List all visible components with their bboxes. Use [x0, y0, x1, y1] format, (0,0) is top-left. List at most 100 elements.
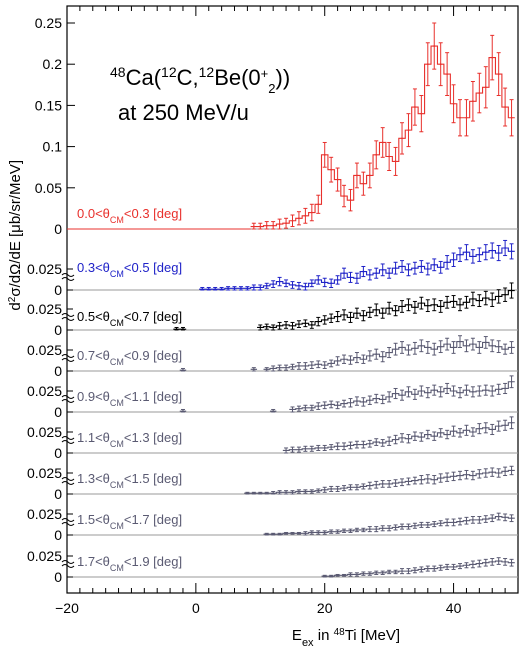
data-point [439, 431, 442, 434]
data-point [272, 533, 275, 536]
data-point [394, 267, 397, 270]
data-point [452, 258, 455, 261]
data-point [349, 199, 352, 202]
data-point [401, 436, 403, 439]
data-point [259, 492, 262, 495]
panel-2: 0 0.025 0.3<θCM<0.5 [deg] [27, 239, 518, 298]
data-point [491, 56, 494, 59]
data-point [330, 168, 333, 171]
panel-7: 0 0.025 1.3<θCM<1.5 [deg] [27, 465, 518, 502]
data-point [291, 448, 294, 451]
data-point [478, 253, 481, 256]
panel-1: 0.0<θCM<0.3 [deg] [67, 22, 518, 230]
data-point [298, 365, 300, 367]
data-point [362, 443, 365, 446]
data-point [349, 401, 352, 404]
series-label: 0.3<θCM<0.5 [deg] [77, 260, 182, 279]
series-label: 1.1<θCM<1.3 [deg] [77, 430, 182, 449]
data-point [388, 527, 391, 530]
data-point [304, 365, 307, 367]
data-point [433, 45, 436, 47]
data-point [304, 532, 307, 535]
data-point [323, 488, 326, 491]
data-point [465, 344, 468, 347]
y-tick-label: 0.025 [27, 342, 62, 358]
data-point [491, 517, 494, 520]
data-point [356, 443, 358, 446]
data-point [452, 390, 455, 392]
data-point [375, 528, 378, 531]
data-point [278, 366, 281, 369]
panel-3: 0 0.025 0.5<θCM<0.7 [deg] [27, 282, 518, 338]
data-point [497, 515, 500, 518]
data-point [504, 424, 507, 427]
data-point [214, 288, 217, 291]
data-point [285, 491, 287, 494]
data-point [388, 272, 391, 275]
data-point [420, 265, 423, 268]
panel-5: 0 0.025 0.9<θCM<1.1 [deg] [27, 375, 518, 420]
data-point [272, 224, 275, 227]
data-point [259, 225, 262, 228]
data-point [375, 483, 378, 486]
data-point [459, 116, 461, 119]
data-point [510, 289, 513, 292]
data-point [504, 516, 507, 519]
y-tick-label: 0.025 [27, 506, 62, 522]
data-point [317, 405, 320, 408]
data-point [375, 571, 378, 574]
data-point [246, 492, 249, 495]
data-point [401, 481, 403, 484]
x-tick-label: 20 [317, 600, 333, 616]
data-point [272, 326, 275, 329]
data-point [175, 328, 178, 331]
data-point [478, 427, 481, 430]
data-point [330, 362, 333, 365]
data-point [465, 251, 468, 254]
data-point [375, 397, 378, 400]
data-point [433, 348, 436, 351]
y-tick-label: 0 [54, 486, 62, 502]
axis-break-mark [61, 522, 75, 526]
y-tick-label: 0 [54, 445, 62, 461]
data-point [310, 490, 313, 493]
data-point [343, 445, 345, 448]
data-point [362, 182, 365, 185]
data-point [381, 312, 384, 315]
data-point [484, 518, 487, 520]
series-label: 0.0<θCM<0.3 [deg] [77, 206, 182, 225]
data-point [330, 446, 333, 449]
data-point [446, 73, 449, 75]
data-point [317, 320, 320, 323]
data-point [407, 129, 410, 132]
data-point [478, 472, 481, 475]
y-tick-label: 0.25 [35, 15, 62, 31]
data-point [446, 343, 449, 346]
data-point [401, 346, 403, 349]
data-point [472, 298, 474, 300]
y-tick-label: 0.025 [27, 424, 62, 440]
data-point [368, 354, 371, 357]
series-label: 1.5<θCM<1.7 [deg] [77, 512, 182, 531]
data-point [484, 472, 487, 474]
data-point [478, 562, 481, 565]
panel-6: 0 0.025 1.1<θCM<1.3 [deg] [27, 416, 518, 461]
data-point [291, 365, 294, 368]
data-point [472, 255, 474, 258]
data-point [291, 324, 294, 327]
data-point [439, 566, 442, 569]
data-point [414, 106, 416, 108]
data-point [304, 490, 307, 493]
data-point [420, 524, 423, 526]
data-point [426, 524, 429, 526]
data-point [491, 428, 494, 431]
data-point [304, 447, 307, 450]
data-point [407, 480, 410, 483]
data-point [336, 488, 339, 490]
data-point [362, 401, 365, 403]
data-point [452, 346, 455, 349]
data-point [375, 308, 378, 311]
data-point [510, 517, 513, 520]
data-point [298, 284, 300, 287]
data-point [323, 364, 326, 367]
